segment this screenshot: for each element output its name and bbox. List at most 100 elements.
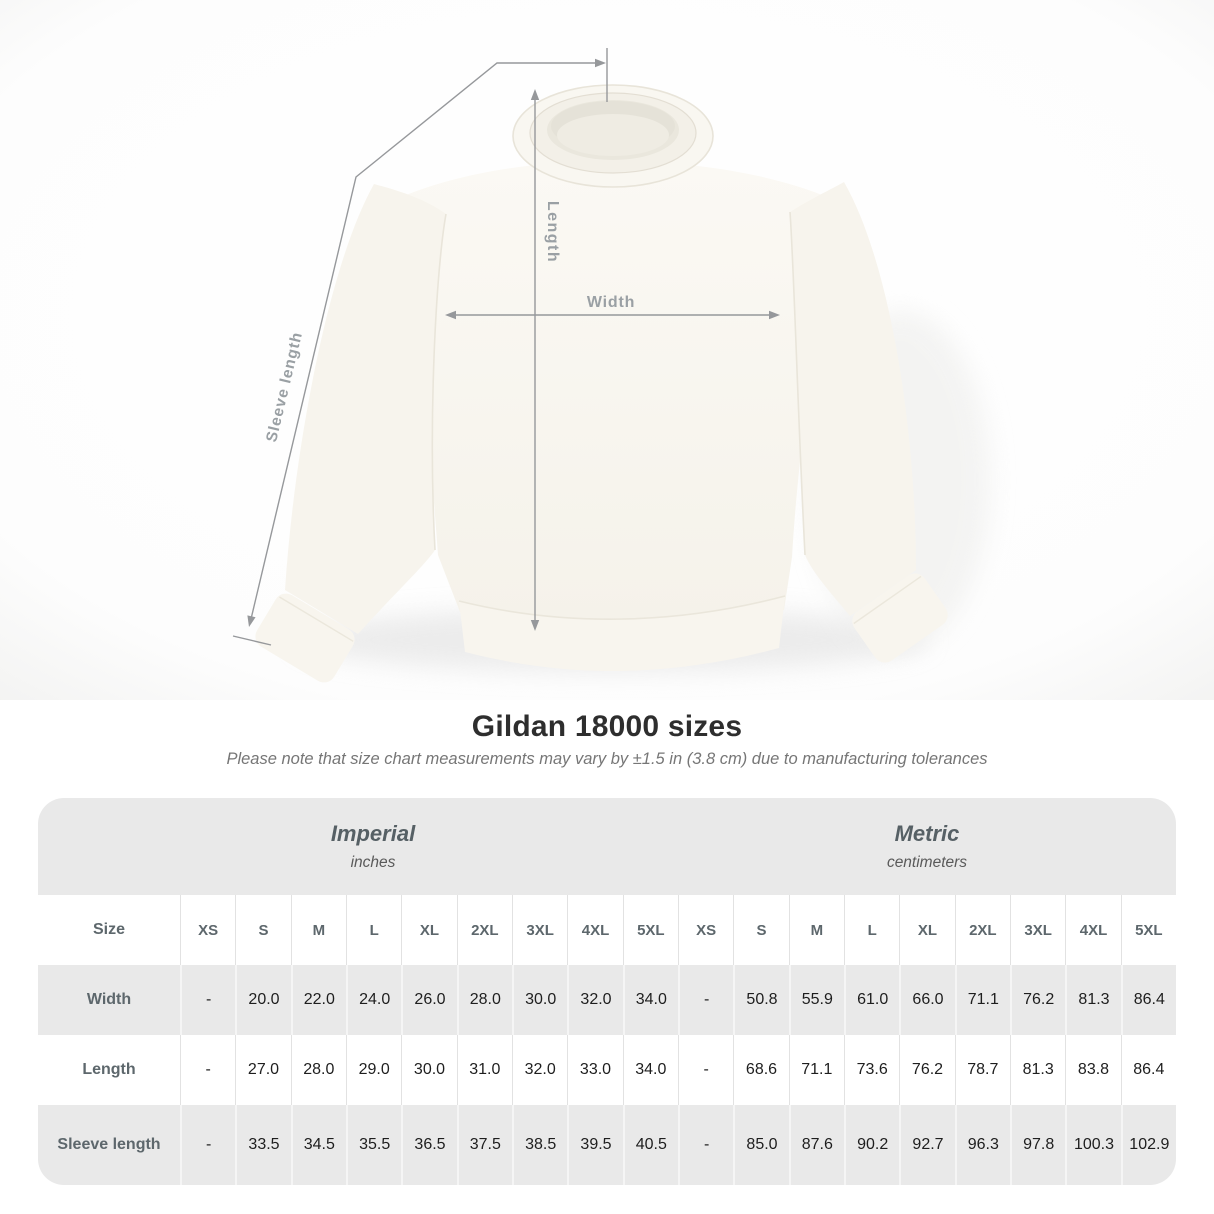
table-cell: 90.2 (843, 1105, 899, 1185)
column-header: S (733, 895, 788, 965)
left-cuff (255, 593, 355, 683)
column-header: M (290, 895, 346, 965)
column-header: 4XL (567, 895, 622, 965)
table-cell: - (677, 1105, 733, 1185)
table-cell: 34.0 (622, 965, 678, 1035)
table-cell: 76.2 (899, 1035, 954, 1105)
table-cell: 38.5 (511, 1105, 567, 1185)
table-cell: 22.0 (290, 965, 346, 1035)
imperial-label: Imperial (330, 821, 416, 846)
table-cell: 83.8 (1065, 1035, 1120, 1105)
table-cell: 35.5 (345, 1105, 401, 1185)
table-cell: 96.3 (954, 1105, 1010, 1185)
column-header: 5XL (1120, 895, 1176, 965)
table-cell: - (677, 965, 733, 1035)
table-cell: - (180, 1105, 235, 1185)
table-cell: 20.0 (235, 965, 290, 1035)
table-cell: 30.0 (401, 1035, 456, 1105)
metric-unit: centimeters (886, 854, 968, 871)
tolerance-note: Please note that size chart measurements… (226, 750, 988, 768)
table-cell: 102.9 (1120, 1105, 1176, 1185)
table-cell: 36.5 (401, 1105, 456, 1185)
row-label: Length (82, 1061, 136, 1078)
width-label: Width (587, 294, 635, 311)
table-row-length: Length - 27.0 28.0 29.0 30.0 31.0 32.0 3… (38, 1035, 1176, 1105)
size-table: Imperial inches Metric centimeters Size … (38, 798, 1176, 1185)
column-header: L (345, 895, 401, 965)
table-cell: 50.8 (733, 965, 788, 1035)
metric-label: Metric (894, 821, 960, 846)
table-cell: 76.2 (1009, 965, 1065, 1035)
length-arrow (530, 89, 540, 631)
table-row-sleeve-length: Sleeve length - 33.5 34.5 35.5 36.5 37.5… (38, 1105, 1176, 1185)
right-cuff (852, 573, 948, 663)
table-cell: 34.0 (622, 1035, 678, 1105)
table-cell: 73.6 (843, 1035, 899, 1105)
table-cell: 78.7 (954, 1035, 1010, 1105)
product-figure: Length Width Sleeve length (0, 0, 1214, 700)
table-cell: 26.0 (401, 965, 456, 1035)
column-header: 3XL (1009, 895, 1065, 965)
table-cell: 92.7 (899, 1105, 954, 1185)
column-header: M (788, 895, 844, 965)
table-cell: 71.1 (954, 965, 1010, 1035)
column-header: XL (899, 895, 954, 965)
table-cell: - (180, 1035, 235, 1105)
size-column-header: Size (92, 921, 125, 938)
table-cell: 32.0 (567, 965, 622, 1035)
column-header: XS (180, 895, 235, 965)
imperial-unit: inches (350, 854, 396, 871)
collar (512, 84, 714, 188)
column-header: 3XL (511, 895, 567, 965)
table-cell: 71.1 (788, 1035, 844, 1105)
width-arrow (445, 310, 780, 320)
table-cell: 81.3 (1009, 1035, 1065, 1105)
sleeve-length-arrow (232, 48, 608, 646)
unit-group-header-row: Imperial inches Metric centimeters (38, 798, 1176, 895)
column-header: XS (677, 895, 733, 965)
table-cell: 97.8 (1009, 1105, 1065, 1185)
table-cell: 24.0 (345, 965, 401, 1035)
sweatshirt-image (255, 84, 990, 683)
row-label: Width (86, 991, 132, 1008)
table-cell: 55.9 (788, 965, 844, 1035)
column-header: 2XL (456, 895, 512, 965)
table-cell: 81.3 (1065, 965, 1120, 1035)
table-row-width: Width - 20.0 22.0 24.0 26.0 28.0 30.0 32… (38, 965, 1176, 1035)
table-cell: 30.0 (511, 965, 567, 1035)
column-header: L (843, 895, 899, 965)
column-header: 4XL (1065, 895, 1120, 965)
table-cell: 29.0 (345, 1035, 401, 1105)
table-cell: 66.0 (899, 965, 954, 1035)
table-cell: 34.5 (290, 1105, 346, 1185)
table-cell: 86.4 (1120, 965, 1176, 1035)
imperial-group-header: Imperial inches (38, 798, 678, 895)
table-cell: 31.0 (456, 1035, 512, 1105)
table-cell: 33.0 (567, 1035, 622, 1105)
table-cell: 32.0 (511, 1035, 567, 1105)
table-cell: 85.0 (733, 1105, 788, 1185)
table-cell: 100.3 (1065, 1105, 1120, 1185)
column-header: 5XL (622, 895, 678, 965)
table-cell: 28.0 (456, 965, 512, 1035)
page-title: Gildan 18000 sizes (471, 710, 743, 743)
table-cell: 33.5 (235, 1105, 290, 1185)
row-label: Sleeve length (57, 1136, 161, 1153)
table-cell: - (180, 965, 235, 1035)
table-cell: 61.0 (843, 965, 899, 1035)
size-header-row: Size XS S M L XL 2XL 3XL 4XL 5XL XS S M … (38, 895, 1176, 965)
table-cell: 28.0 (290, 1035, 346, 1105)
table-cell: 40.5 (622, 1105, 678, 1185)
column-header: XL (401, 895, 456, 965)
table-cell: 27.0 (235, 1035, 290, 1105)
table-cell: 68.6 (733, 1035, 788, 1105)
table-cell: 37.5 (456, 1105, 512, 1185)
column-header: 2XL (954, 895, 1010, 965)
table-cell: 87.6 (788, 1105, 844, 1185)
table-cell: - (677, 1035, 733, 1105)
column-header: S (235, 895, 290, 965)
length-label: Length (544, 201, 561, 263)
table-cell: 39.5 (567, 1105, 622, 1185)
measurement-annotations (232, 48, 780, 646)
